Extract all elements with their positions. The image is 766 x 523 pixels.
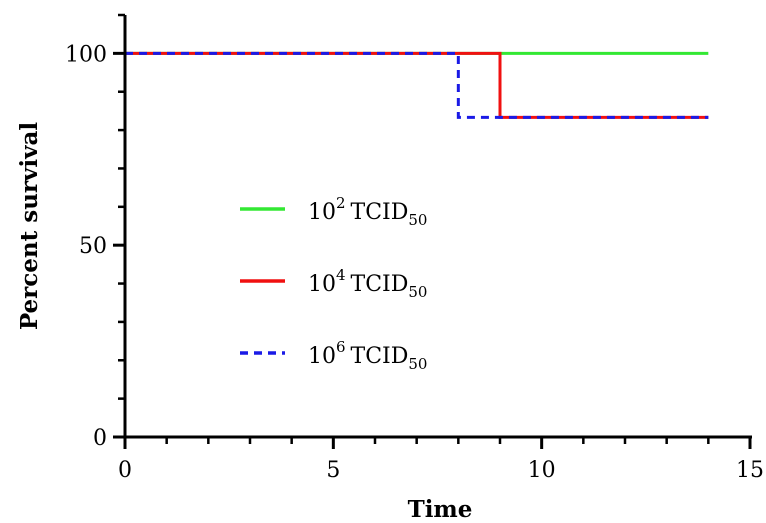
legend-label-unit: TCID — [351, 344, 409, 369]
legend-label-subscript: 50 — [408, 355, 427, 373]
x-axis-title: Time — [408, 496, 473, 523]
legend-label-base: 10 — [308, 344, 336, 369]
legend-label-unit: TCID — [351, 272, 409, 297]
y-axis-title: Percent survival — [16, 122, 43, 331]
x-tick-label: 5 — [326, 458, 340, 483]
legend-label-exponent: 2 — [336, 194, 346, 212]
series-layer — [125, 51, 709, 119]
legend-label-3: 106 TCID50 — [308, 338, 427, 373]
legend-label-subscript: 50 — [408, 211, 427, 229]
x-tick-label: 10 — [528, 458, 556, 483]
axes-layer: 0 50 100 0 5 10 15 — [65, 13, 764, 483]
y-tick-label: 0 — [93, 426, 107, 451]
legend-label-unit: TCID — [351, 200, 409, 225]
legend-label-subscript: 50 — [408, 283, 427, 301]
y-tick-label: 100 — [65, 42, 107, 67]
legend-label-base: 10 — [308, 272, 336, 297]
series-line-2 — [125, 51, 709, 119]
y-tick-label: 50 — [79, 234, 107, 259]
legend-label-1: 102 TCID50 — [308, 194, 427, 229]
x-tick-label: 15 — [736, 458, 764, 483]
series-line-3 — [125, 51, 709, 119]
legend-label-exponent: 6 — [336, 338, 346, 356]
legend-label-exponent: 4 — [336, 266, 346, 284]
legend-label-base: 10 — [308, 200, 336, 225]
x-tick-label: 0 — [118, 458, 132, 483]
legend-label-2: 104 TCID50 — [308, 266, 427, 301]
